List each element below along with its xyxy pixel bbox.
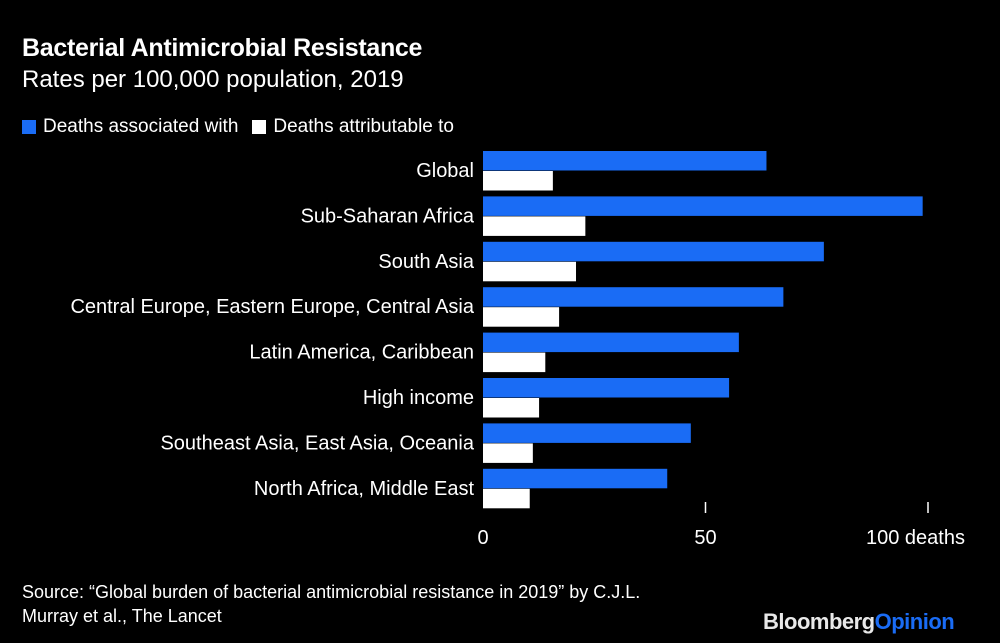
logo-part: Bloomberg bbox=[763, 609, 875, 634]
bar-associated bbox=[483, 468, 668, 489]
bar-attributable bbox=[483, 443, 533, 463]
bar-associated bbox=[483, 378, 730, 398]
legend-swatch-attributable bbox=[252, 120, 267, 134]
chart-title: Bacterial Antimicrobial Resistance bbox=[22, 34, 423, 62]
bar-attributable bbox=[483, 216, 586, 236]
tick-label: 0 bbox=[477, 527, 488, 549]
legend-item-associated: Deaths associated with bbox=[22, 116, 238, 138]
category-label: High income bbox=[363, 387, 474, 409]
legend-item-attributable: Deaths attributable to bbox=[252, 116, 454, 138]
bar-attributable bbox=[483, 352, 546, 373]
bloomberg-opinion-logo: BloombergOpinion bbox=[763, 609, 955, 635]
legend-swatch-associated bbox=[22, 120, 36, 134]
tick-label: 50 bbox=[694, 527, 716, 549]
source-note: Source: “Global burden of bacterial anti… bbox=[22, 580, 640, 628]
source-line: Source: “Global burden of bacterial anti… bbox=[22, 582, 641, 602]
category-label: Sub-Saharan Africa bbox=[301, 205, 475, 227]
legend-label: Deaths attributable to bbox=[273, 116, 455, 137]
bar-associated bbox=[483, 196, 923, 216]
bar-attributable bbox=[483, 171, 553, 191]
category-label: Central Europe, Eastern Europe, Central … bbox=[70, 296, 474, 318]
bar-attributable bbox=[483, 488, 530, 509]
bar-associated bbox=[483, 241, 824, 262]
source-line: Murray et al., The Lancet bbox=[22, 606, 222, 626]
bar-associated bbox=[483, 423, 691, 443]
logo-part: Opinion bbox=[874, 609, 955, 634]
bar-attributable bbox=[483, 398, 540, 418]
legend-label: Deaths associated with bbox=[43, 116, 239, 137]
bar-attributable bbox=[483, 307, 560, 327]
category-label: Global bbox=[416, 160, 474, 182]
bar-attributable bbox=[483, 261, 577, 282]
chart-subtitle: Rates per 100,000 population, 2019 bbox=[22, 66, 404, 93]
legend: Deaths associated with Deaths attributab… bbox=[22, 116, 468, 138]
category-label: South Asia bbox=[378, 251, 475, 273]
tick-label: 100 deaths bbox=[866, 527, 965, 549]
category-label: Latin America, Caribbean bbox=[249, 342, 474, 364]
bar-associated bbox=[483, 151, 767, 171]
bar-associated bbox=[483, 332, 739, 353]
category-label: Southeast Asia, East Asia, Oceania bbox=[160, 432, 474, 454]
category-label: North Africa, Middle East bbox=[254, 478, 475, 500]
bar-associated bbox=[483, 287, 784, 307]
